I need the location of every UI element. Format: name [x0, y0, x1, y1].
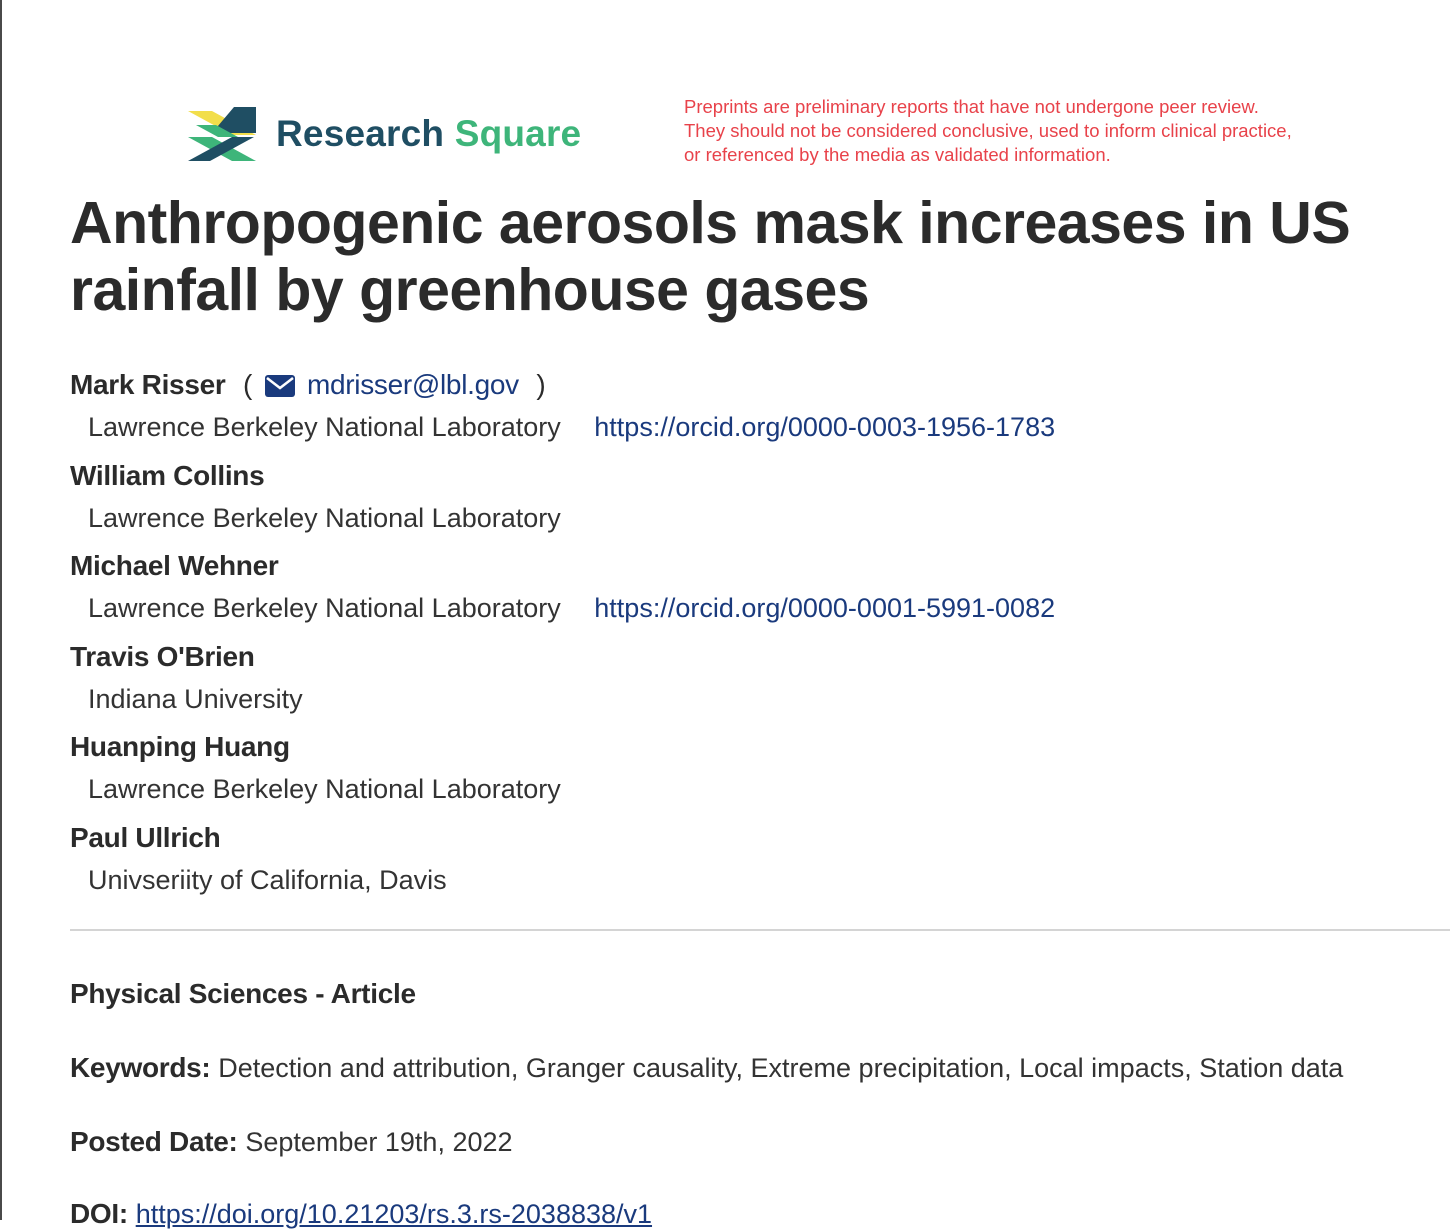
section-divider — [70, 929, 1450, 931]
doi-link[interactable]: https://doi.org/10.21203/rs.3.rs-2038838… — [135, 1199, 653, 1229]
disclaimer-line: They should not be considered conclusive… — [684, 120, 1292, 141]
posted-date-value: September 19th, 2022 — [245, 1127, 513, 1157]
author-affiliation-row: Lawrence Berkeley National Laboratory — [70, 768, 1430, 814]
author-affiliation: Univseriity of California, Davis — [88, 864, 447, 895]
author-affiliation-row: Lawrence Berkeley National Laboratory ht… — [70, 406, 1430, 452]
author-name: Travis O'Brien — [70, 640, 255, 672]
research-square-logo[interactable]: Research Square — [186, 104, 581, 164]
author-name: Huanping Huang — [70, 731, 290, 762]
paper-title: Anthropogenic aerosols mask increases in… — [70, 190, 1351, 323]
envelope-icon — [265, 375, 296, 397]
author-name: Michael Wehner — [70, 550, 279, 581]
brand-wordmark: Research Square — [276, 113, 581, 155]
author-affiliation-row: Indiana University — [70, 678, 1430, 724]
author-name: William Collins — [70, 459, 265, 491]
article-section-type: Physical Sciences - Article — [70, 978, 416, 1009]
research-square-logo-icon — [188, 107, 256, 161]
author-name: Mark Risser — [70, 369, 226, 400]
author-entry: Mark Risser ( mdrisser@lbl.gov ) Lawrenc… — [70, 364, 1430, 455]
author-entry: Michael Wehner Lawrence Berkeley Nationa… — [70, 545, 1430, 636]
author-affiliation: Lawrence Berkeley National Laboratory — [88, 593, 561, 623]
author-affiliation-row: Lawrence Berkeley National Laboratory — [70, 497, 1430, 543]
author-email-link[interactable]: mdrisser@lbl.gov — [306, 369, 519, 400]
doi-row: DOI: https://doi.org/10.21203/rs.3.rs-20… — [70, 1198, 652, 1230]
author-entry: Travis O'Brien Indiana University — [70, 636, 1430, 727]
author-affiliation: Lawrence Berkeley National Laboratory — [88, 774, 561, 804]
posted-date-label: Posted Date: — [70, 1126, 238, 1157]
doi-label: DOI: — [70, 1198, 128, 1229]
paren-close: ) — [536, 369, 546, 400]
page-left-border — [0, 0, 2, 1220]
author-affiliation: Indiana University — [88, 683, 303, 714]
paren-open: ( — [242, 369, 252, 400]
orcid-link[interactable]: https://orcid.org/0000-0001-5991-0082 — [594, 593, 1056, 623]
posted-date-row: Posted Date: September 19th, 2022 — [70, 1126, 513, 1158]
author-name: Paul Ullrich — [70, 821, 221, 853]
author-list: Mark Risser ( mdrisser@lbl.gov ) Lawrenc… — [70, 364, 1430, 907]
brand-word-square: Square — [454, 113, 582, 154]
keywords-label: Keywords: — [70, 1052, 211, 1083]
orcid-link[interactable]: https://orcid.org/0000-0003-1956-1783 — [594, 412, 1056, 442]
keywords-row: Keywords: Detection and attribution, Gra… — [70, 1052, 1343, 1084]
keywords-value: Detection and attribution, Granger causa… — [218, 1053, 1344, 1083]
author-affiliation-row: Lawrence Berkeley National Laboratory ht… — [70, 587, 1430, 633]
author-affiliation: Lawrence Berkeley National Laboratory — [88, 412, 561, 442]
author-affiliation-row: Univseriity of California, Davis — [70, 859, 1430, 905]
preprint-disclaimer: Preprints are preliminary reports that h… — [684, 95, 1404, 167]
disclaimer-line: Preprints are preliminary reports that h… — [684, 96, 1259, 117]
author-entry: Paul Ullrich Univseriity of California, … — [70, 817, 1430, 908]
author-affiliation: Lawrence Berkeley National Laboratory — [88, 502, 561, 533]
author-entry: Huanping Huang Lawrence Berkeley Nationa… — [70, 726, 1430, 817]
disclaimer-line: or referenced by the media as validated … — [684, 144, 1111, 165]
brand-word-research: Research — [276, 113, 445, 154]
author-name-row: Mark Risser ( mdrisser@lbl.gov ) — [70, 364, 1430, 406]
author-entry: William Collins Lawrence Berkeley Nation… — [70, 455, 1430, 546]
